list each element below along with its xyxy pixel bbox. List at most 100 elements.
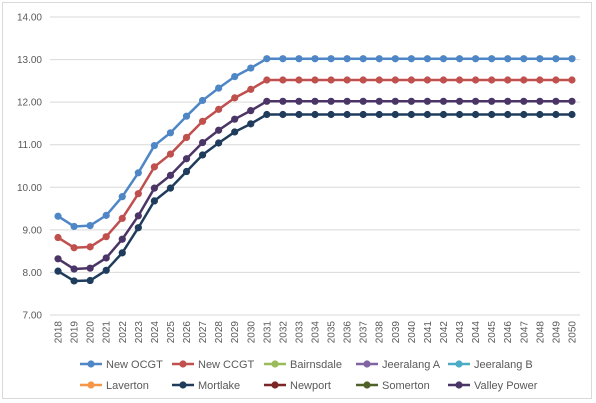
data-point — [327, 55, 335, 63]
data-point — [472, 97, 480, 105]
data-point — [439, 55, 448, 63]
x-tick-label: 2028 — [214, 321, 225, 344]
data-point — [231, 94, 239, 102]
data-point — [520, 97, 528, 105]
data-point — [472, 110, 480, 119]
data-point — [118, 193, 126, 201]
data-point — [215, 126, 223, 134]
x-tick-label: 2032 — [278, 321, 289, 344]
legend-item-bairnsdale: Bairnsdale — [264, 359, 342, 371]
legend-item-laverton: Laverton — [80, 380, 149, 392]
data-point — [455, 110, 464, 119]
data-point — [343, 55, 351, 63]
series-line-new-ocgt — [57, 57, 572, 228]
x-tick-label: 2038 — [375, 321, 386, 344]
x-tick-label: 2018 — [54, 321, 65, 344]
data-point — [568, 97, 576, 105]
data-point — [536, 97, 544, 105]
data-point — [150, 163, 158, 171]
data-point — [568, 55, 576, 63]
data-point — [86, 222, 94, 230]
data-point — [54, 233, 62, 242]
data-point — [198, 117, 207, 125]
y-tick-label: 10.00 — [17, 183, 42, 194]
legend-label: Valley Power — [474, 380, 538, 392]
legend: New OCGT New CCGT Bairnsdale Jeeralang A Jee… — [80, 359, 538, 392]
data-point — [520, 110, 528, 119]
legend-swatch-marker — [179, 381, 187, 389]
x-tick-label: 2047 — [519, 321, 530, 344]
data-point — [247, 120, 255, 128]
data-point — [166, 129, 175, 137]
legend-label: Jeeralang A — [382, 359, 441, 371]
data-point — [488, 55, 496, 63]
x-tick-label: 2044 — [471, 321, 482, 344]
data-point — [488, 76, 496, 84]
data-point — [279, 55, 287, 63]
data-point — [166, 150, 175, 158]
data-point — [134, 190, 142, 198]
x-tick-label: 2049 — [551, 321, 562, 344]
data-point — [407, 76, 415, 84]
data-point — [455, 55, 464, 63]
x-tick-label: 2021 — [102, 321, 113, 344]
x-tick-label: 2019 — [70, 321, 81, 344]
data-point — [279, 110, 287, 119]
data-point — [70, 244, 78, 252]
legend-label: Mortlake — [198, 380, 240, 392]
x-tick-label: 2035 — [327, 321, 338, 344]
data-point — [102, 233, 110, 241]
x-tick-label: 2023 — [134, 321, 145, 344]
data-point — [375, 76, 383, 84]
data-point — [86, 243, 94, 251]
x-tick-label: 2030 — [246, 321, 257, 344]
x-tick-label: 2033 — [294, 321, 305, 344]
data-point — [536, 76, 544, 84]
legend-label: Laverton — [106, 380, 149, 392]
data-point — [182, 112, 191, 120]
legend-item-new-ocgt: New OCGT — [80, 359, 163, 371]
data-point — [182, 133, 191, 142]
legend-item-valley-power: Valley Power — [448, 380, 538, 392]
data-point — [263, 76, 271, 84]
x-tick-label: 2041 — [423, 321, 434, 344]
y-tick-label: 9.00 — [23, 225, 43, 236]
data-point — [359, 110, 367, 119]
series-line-valley-power — [57, 100, 572, 271]
y-tick-label: 11.00 — [18, 140, 43, 151]
x-tick-label: 2034 — [311, 321, 322, 344]
data-point — [231, 73, 239, 81]
data-point — [375, 97, 383, 105]
legend-label: Jeeralang B — [474, 359, 533, 371]
legend-swatch-marker — [271, 360, 279, 368]
x-tick-label: 2025 — [166, 321, 177, 344]
data-point — [231, 128, 239, 136]
data-point — [375, 55, 383, 63]
data-point — [439, 97, 448, 105]
data-point — [407, 97, 415, 105]
data-point — [375, 110, 383, 119]
x-tick-label: 2046 — [503, 321, 514, 344]
data-point — [118, 249, 126, 257]
data-point — [263, 97, 271, 105]
data-point — [295, 97, 303, 105]
data-point — [198, 151, 207, 159]
data-point — [215, 84, 223, 92]
x-tick-label: 2043 — [455, 321, 466, 344]
data-point — [391, 55, 399, 63]
y-axis: 7.00 8.00 9.00 10.00 11.00 12.00 13.00 14.00 — [17, 13, 42, 322]
plot-area — [54, 55, 576, 285]
data-point — [295, 110, 303, 119]
legend-item-mortlake: Mortlake — [172, 380, 240, 392]
data-point — [536, 55, 544, 63]
data-point — [536, 110, 544, 119]
data-point — [552, 110, 560, 119]
data-point — [215, 105, 223, 113]
data-point — [391, 97, 399, 105]
data-point — [520, 55, 528, 63]
data-point — [54, 255, 62, 263]
data-point — [504, 97, 512, 105]
data-point — [343, 110, 351, 119]
legend-item-new-ccgt: New CCGT — [172, 359, 255, 371]
